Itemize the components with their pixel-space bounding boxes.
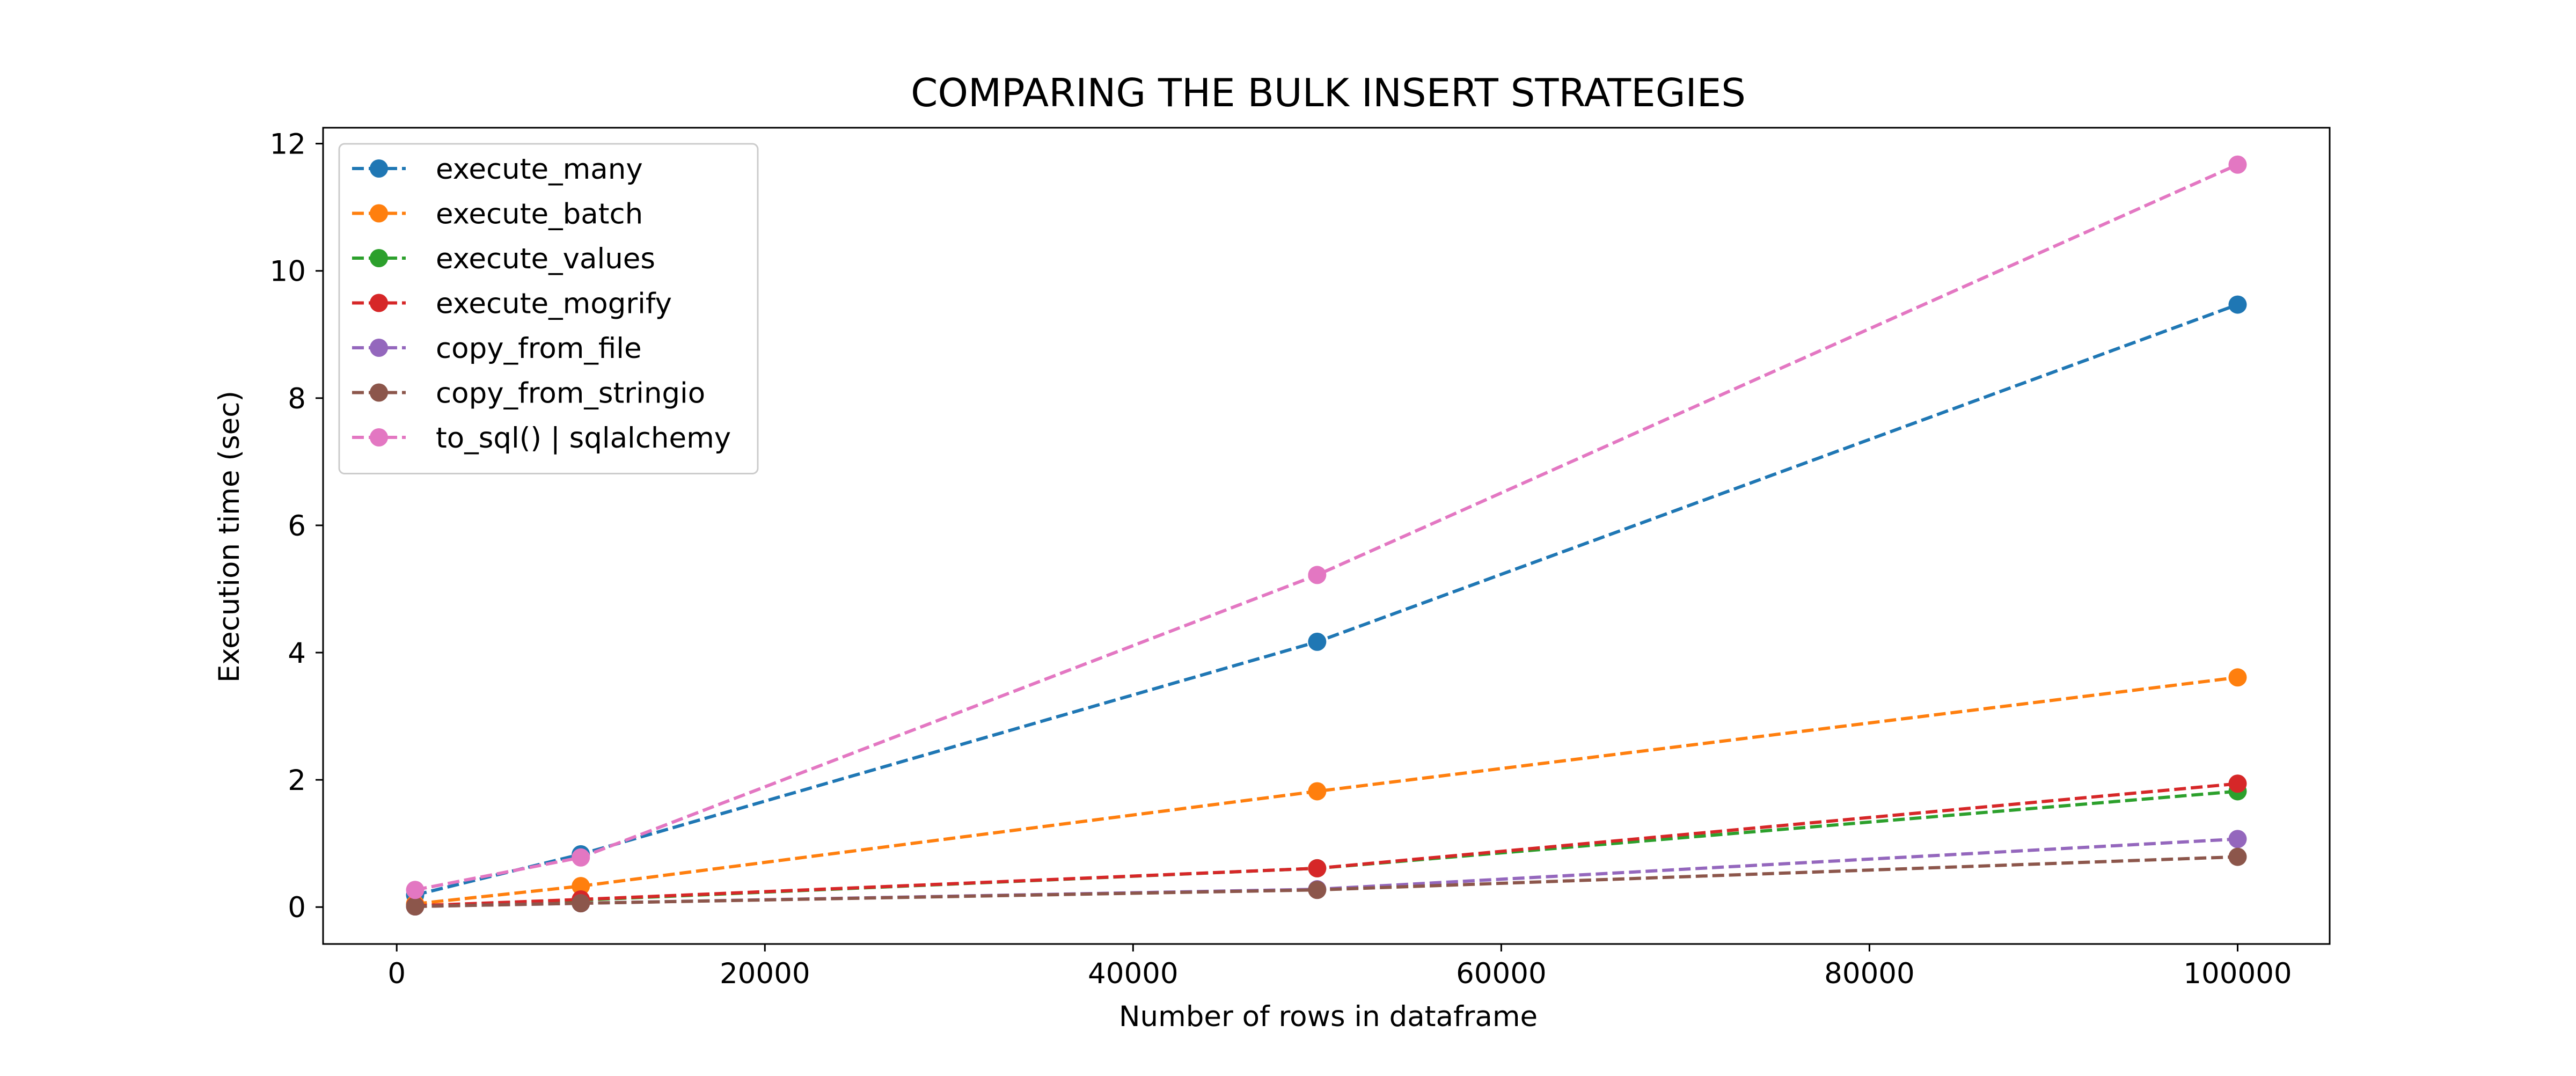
legend-item: copy_from_file: [352, 332, 642, 365]
legend-label: execute_many: [436, 153, 643, 186]
axes: 0 20000 40000 60000 80000 100000 0 2 4 6 8 10 12: [270, 127, 2331, 990]
legend-label: copy_from_stringio: [436, 377, 705, 410]
legend-label: to_sql() | sqlalchemy: [436, 422, 731, 455]
legend-item: execute_batch: [352, 198, 643, 231]
y-tick-label: 2: [288, 764, 306, 797]
data-point: [1308, 566, 1327, 584]
legend-label: copy_from_file: [436, 332, 642, 365]
series-line: [415, 855, 2238, 909]
x-tick-label: 80000: [1824, 957, 1915, 990]
legend-item: execute_mogrify: [352, 288, 672, 320]
legend-marker: [370, 383, 388, 402]
y-tick-label: 0: [288, 891, 306, 924]
data-point: [2228, 295, 2247, 314]
data-point: [2228, 668, 2247, 687]
data-point: [1308, 782, 1327, 801]
data-point: [2228, 774, 2247, 793]
data-point: [572, 877, 590, 896]
series-copy-from-stringio: [406, 847, 2247, 916]
series-line: [415, 782, 2238, 907]
legend-marker: [370, 428, 388, 446]
data-point: [1308, 632, 1327, 651]
y-tick-label: 6: [288, 510, 306, 543]
x-tick-label: 100000: [2183, 957, 2292, 990]
y-tick-label: 4: [288, 637, 306, 670]
data-point: [1308, 881, 1327, 899]
series-lines: [406, 155, 2247, 916]
data-point: [2228, 847, 2247, 866]
legend-box: [338, 143, 759, 474]
data-point: [2228, 830, 2247, 848]
legend-item: execute_many: [352, 153, 643, 186]
x-tick-label: 60000: [1456, 957, 1547, 990]
legend-item: execute_values: [352, 243, 655, 275]
data-point: [2228, 155, 2247, 174]
series-line: [415, 676, 2238, 906]
data-point: [572, 848, 590, 867]
y-axis-label: Execution time (sec): [213, 391, 246, 683]
legend: execute_many execute_batch execute_valuese…: [338, 143, 759, 474]
x-tick-label: 0: [387, 957, 406, 990]
legend-label: execute_values: [436, 243, 655, 275]
y-tick-label: 12: [270, 128, 306, 161]
legend-marker: [370, 339, 388, 357]
legend-item: to_sql() | sqlalchemy: [352, 422, 731, 455]
plot-frame: [322, 127, 2331, 945]
legend-marker: [370, 294, 388, 312]
legend-label: execute_batch: [436, 198, 643, 231]
legend-marker: [370, 204, 388, 223]
legend-marker: [370, 159, 388, 178]
chart-title: COMPARING THE BULK INSERT STRATEGIES: [911, 70, 1746, 115]
legend-label: execute_mogrify: [436, 288, 672, 320]
y-tick-label: 8: [288, 383, 306, 415]
x-tick-label: 40000: [1088, 957, 1179, 990]
data-point: [1308, 859, 1327, 877]
legend-marker: [370, 249, 388, 267]
data-point: [406, 897, 425, 916]
series-line: [414, 163, 2238, 892]
data-point: [406, 881, 425, 899]
y-tick-label: 10: [270, 255, 306, 288]
x-axis-label: Number of rows in dataframe: [1119, 1000, 1538, 1033]
series-to-sql-sqlalchemy: [406, 155, 2247, 899]
data-point: [572, 894, 590, 913]
legend-item: copy_from_stringio: [352, 377, 705, 410]
x-tick-label: 20000: [720, 957, 810, 990]
